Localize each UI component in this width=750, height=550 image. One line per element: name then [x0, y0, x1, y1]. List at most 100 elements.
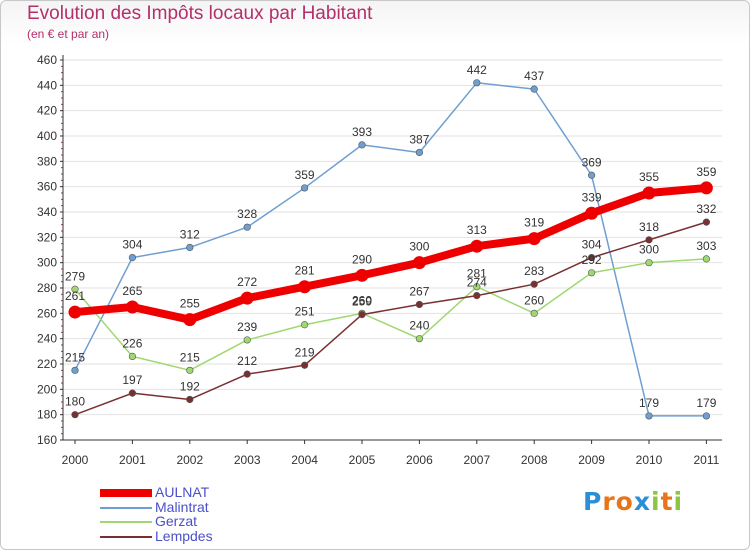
data-point-malintrat [71, 366, 79, 374]
data-point-malintrat [186, 243, 194, 252]
data-label-malintrat: 179 [696, 396, 716, 410]
data-point-lempdes [473, 292, 481, 300]
x-tick-label: 2006 [406, 453, 433, 467]
y-tick-label: 440 [37, 78, 57, 92]
legend-swatch [100, 521, 152, 523]
data-label-aulnat: 290 [352, 252, 372, 266]
legend-label: AULNAT [155, 484, 210, 500]
data-label-gerzat: 281 [467, 267, 487, 281]
data-point-malintrat [243, 223, 251, 231]
data-label-gerzat: 260 [352, 293, 372, 307]
data-label-aulnat: 339 [582, 190, 602, 204]
data-label-lempdes: 267 [409, 284, 429, 298]
data-label-gerzat: 226 [122, 336, 142, 350]
y-tick-label: 240 [37, 332, 57, 346]
data-label-aulnat: 281 [295, 264, 315, 278]
data-point-lempdes [243, 370, 251, 378]
series-line-gerzat [74, 258, 708, 372]
data-label-malintrat: 328 [237, 207, 257, 221]
legend-item-malintrat: Malintrat [100, 498, 320, 515]
legend-label: Malintrat [155, 498, 209, 515]
data-label-malintrat: 437 [524, 69, 544, 83]
x-tick-label: 2001 [119, 453, 146, 467]
y-tick-label: 300 [37, 256, 57, 270]
data-point-gerzat [473, 283, 481, 291]
legend-swatch [100, 489, 152, 497]
data-label-gerzat: 260 [524, 293, 544, 307]
data-label-gerzat: 300 [639, 243, 659, 257]
chart-title: Evolution des Impôts locaux par Habitant [27, 3, 373, 24]
data-point-aulnat [183, 313, 197, 327]
data-label-malintrat: 359 [295, 168, 315, 182]
data-label-aulnat: 265 [122, 284, 142, 298]
data-point-gerzat [645, 259, 653, 267]
x-tick-label: 2000 [62, 453, 89, 467]
y-tick-label: 340 [37, 205, 57, 219]
data-point-malintrat [530, 85, 538, 93]
data-point-gerzat [702, 255, 711, 263]
data-label-malintrat: 369 [582, 155, 602, 169]
x-tick-label: 2002 [176, 453, 203, 467]
data-label-aulnat: 272 [237, 275, 257, 289]
data-point-gerzat [587, 269, 596, 277]
data-label-lempdes: 192 [180, 379, 200, 393]
y-tick-label: 160 [37, 433, 57, 447]
data-point-lempdes [587, 254, 596, 262]
data-label-malintrat: 215 [65, 350, 85, 364]
data-label-gerzat: 215 [180, 350, 200, 364]
x-tick-label: 2007 [463, 453, 490, 467]
y-tick-label: 360 [37, 180, 57, 194]
series-line-lempdes [74, 221, 708, 416]
data-point-aulnat [412, 256, 426, 270]
data-label-lempdes: 219 [295, 345, 315, 359]
data-label-malintrat: 179 [639, 396, 659, 410]
data-point-malintrat [645, 412, 653, 420]
x-tick-label: 2003 [234, 453, 261, 467]
data-point-aulnat [699, 181, 713, 195]
data-point-aulnat [470, 239, 484, 253]
data-label-lempdes: 274 [467, 276, 487, 290]
data-point-lempdes [71, 411, 79, 419]
data-point-aulnat [298, 280, 312, 294]
data-point-lempdes [186, 395, 194, 404]
data-point-lempdes [358, 311, 366, 319]
series-line-aulnat [71, 183, 711, 324]
data-point-lempdes [645, 236, 653, 244]
legend-label: Lempdes [155, 527, 213, 544]
series-line-malintrat [74, 82, 708, 417]
data-point-aulnat [642, 186, 656, 200]
y-tick-label: 280 [37, 281, 57, 295]
chart-subtitle: (en € et par an) [27, 27, 110, 41]
y-tick-label: 380 [37, 154, 57, 168]
legend-swatch [100, 506, 152, 509]
data-label-lempdes: 332 [696, 202, 716, 216]
data-point-gerzat [243, 336, 251, 344]
data-label-malintrat: 312 [180, 227, 200, 241]
data-label-gerzat: 279 [65, 269, 85, 283]
legend-swatch [100, 535, 152, 538]
data-point-malintrat [358, 141, 366, 149]
data-label-gerzat: 240 [409, 319, 429, 333]
data-label-lempdes: 180 [65, 395, 85, 409]
data-label-aulnat: 255 [180, 297, 200, 311]
data-label-aulnat: 319 [524, 216, 544, 230]
data-point-lempdes [415, 300, 424, 309]
y-tick-label: 420 [37, 104, 57, 118]
data-point-gerzat [530, 309, 538, 317]
data-label-aulnat: 359 [696, 165, 716, 179]
data-point-malintrat [587, 171, 596, 179]
data-label-lempdes: 283 [524, 264, 544, 278]
data-label-gerzat: 292 [582, 253, 602, 267]
y-tick-label: 260 [37, 306, 57, 320]
data-label-gerzat: 303 [696, 239, 716, 253]
data-label-malintrat: 393 [352, 125, 372, 139]
data-point-aulnat [527, 232, 541, 246]
x-tick-label: 2005 [349, 453, 376, 467]
y-tick-label: 320 [37, 230, 57, 244]
data-label-malintrat: 304 [122, 238, 142, 252]
data-point-malintrat [301, 184, 309, 192]
data-label-gerzat: 239 [237, 320, 257, 334]
data-label-lempdes: 197 [122, 373, 142, 387]
legend-item-gerzat: Gerzat [100, 513, 320, 529]
